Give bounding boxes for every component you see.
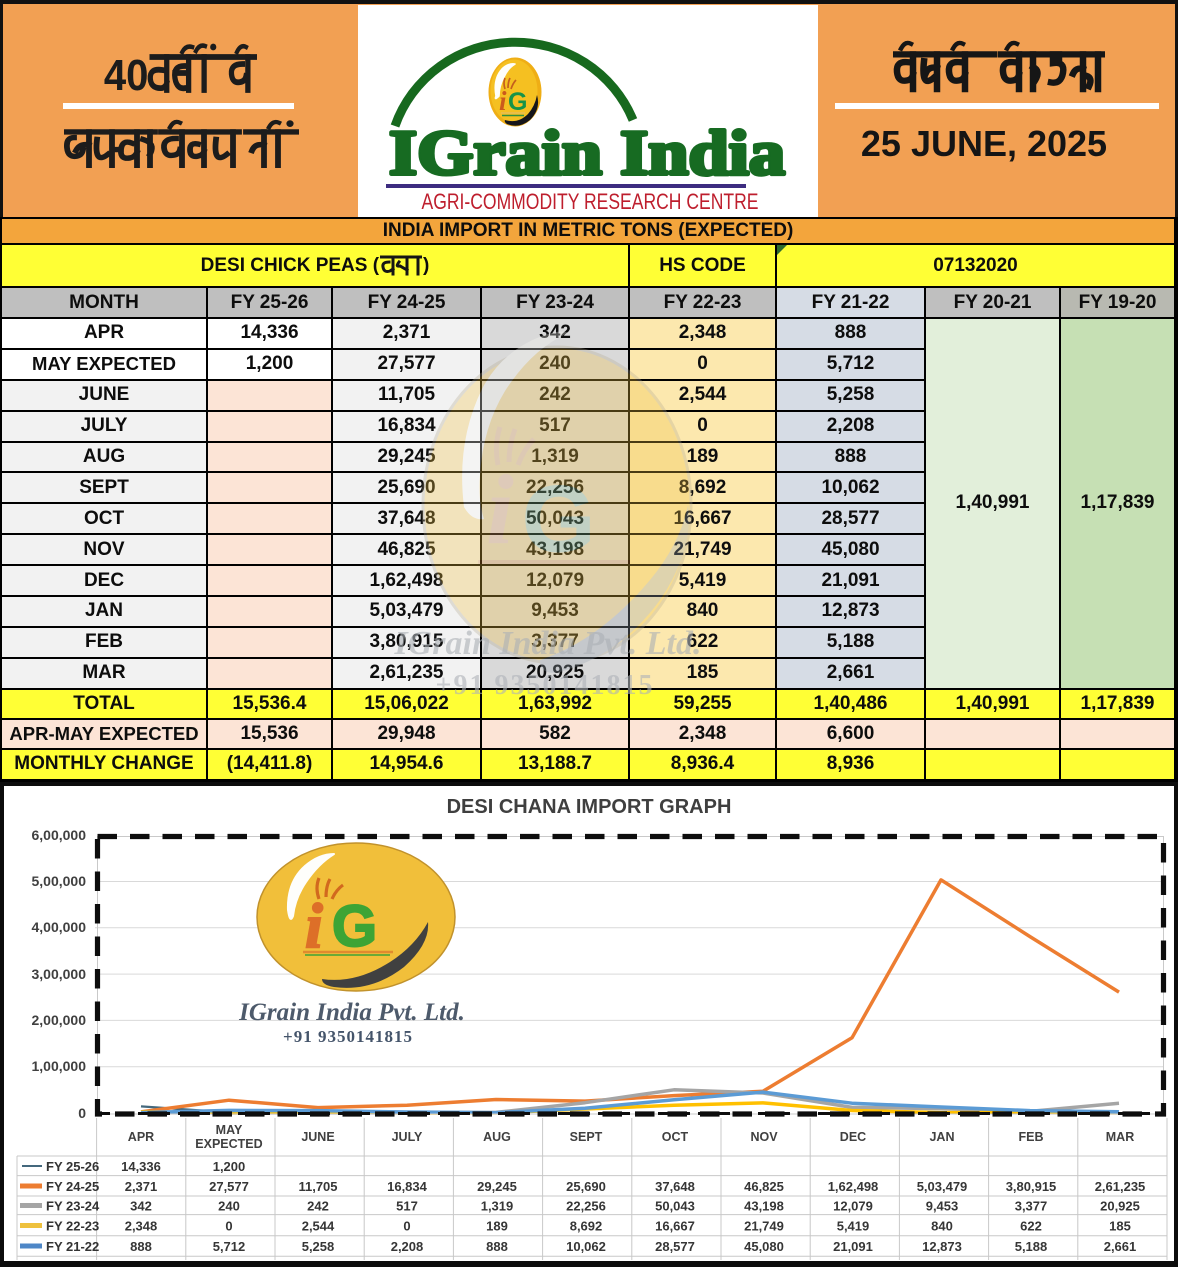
svg-text:20,925: 20,925 <box>1100 1199 1140 1214</box>
svg-text:45,080: 45,080 <box>744 1239 784 1254</box>
svg-text:1,00,000: 1,00,000 <box>32 1058 87 1074</box>
svg-text:FY 24-25: FY 24-25 <box>46 1179 99 1194</box>
svg-text:2,61,235: 2,61,235 <box>1095 1179 1146 1194</box>
svg-text:40: 40 <box>104 50 149 98</box>
svg-text:JULY: JULY <box>392 1130 423 1144</box>
svg-text:APR: APR <box>128 1130 154 1144</box>
svg-text:11,705: 11,705 <box>298 1179 337 1194</box>
svg-text:14,336: 14,336 <box>121 1159 161 1174</box>
svg-text:IGrain India: IGrain India <box>389 117 785 188</box>
svg-text:G: G <box>508 88 527 116</box>
svg-text:AUG: AUG <box>483 1130 511 1144</box>
svg-text:OCT: OCT <box>662 1130 689 1144</box>
svg-text:1,200: 1,200 <box>213 1159 246 1174</box>
svg-text:9,453: 9,453 <box>926 1199 959 1214</box>
svg-text:MAY: MAY <box>216 1123 243 1137</box>
svg-text:SEPT: SEPT <box>570 1130 603 1144</box>
svg-text:i: i <box>305 890 323 961</box>
svg-text:4,00,000: 4,00,000 <box>32 919 87 935</box>
svg-text:FY 25-26: FY 25-26 <box>46 1159 99 1174</box>
svg-text:46,825: 46,825 <box>744 1179 784 1194</box>
svg-text:43,198: 43,198 <box>744 1199 784 1214</box>
svg-text:AGRI-COMMODITY RESEARCH CENTRE: AGRI-COMMODITY RESEARCH CENTRE <box>422 189 759 214</box>
svg-text:242: 242 <box>307 1199 329 1214</box>
svg-text:NOV: NOV <box>750 1130 778 1144</box>
svg-text:240: 240 <box>218 1199 240 1214</box>
svg-text:2,208: 2,208 <box>391 1239 424 1254</box>
svg-text:840: 840 <box>931 1219 953 1234</box>
svg-text:21,749: 21,749 <box>744 1219 784 1234</box>
svg-text:27,577: 27,577 <box>209 1179 249 1194</box>
svg-text:37,648: 37,648 <box>655 1179 695 1194</box>
svg-text:517: 517 <box>396 1199 418 1214</box>
svg-text:189: 189 <box>486 1219 508 1234</box>
svg-text:FY 21-22: FY 21-22 <box>46 1239 99 1254</box>
svg-text:3,80,915: 3,80,915 <box>1006 1179 1057 1194</box>
svg-text:12,079: 12,079 <box>833 1199 873 1214</box>
svg-text:EXPECTED: EXPECTED <box>195 1137 262 1151</box>
svg-text:FY 23-24: FY 23-24 <box>46 1199 100 1214</box>
svg-text:16,834: 16,834 <box>387 1179 428 1194</box>
svg-text:1,319: 1,319 <box>481 1199 514 1214</box>
svg-text:2,544: 2,544 <box>302 1219 335 1234</box>
svg-text:6,00,000: 6,00,000 <box>32 827 87 843</box>
svg-text:888: 888 <box>486 1239 508 1254</box>
svg-text:0: 0 <box>403 1219 410 1234</box>
svg-text:2,00,000: 2,00,000 <box>32 1012 87 1028</box>
svg-text:22,256: 22,256 <box>566 1199 606 1214</box>
svg-text:2,371: 2,371 <box>125 1179 158 1194</box>
svg-text:5,419: 5,419 <box>837 1219 870 1234</box>
svg-text:2,348: 2,348 <box>125 1219 158 1234</box>
svg-text:342: 342 <box>130 1199 152 1214</box>
svg-text:0: 0 <box>78 1105 86 1121</box>
svg-text:5,712: 5,712 <box>213 1239 246 1254</box>
svg-text:JAN: JAN <box>929 1130 954 1144</box>
svg-text:MAR: MAR <box>1106 1130 1134 1144</box>
svg-text:25,690: 25,690 <box>566 1179 606 1194</box>
svg-text:DEC: DEC <box>840 1130 866 1144</box>
svg-text:2,661: 2,661 <box>1104 1239 1137 1254</box>
svg-text:622: 622 <box>1020 1219 1042 1234</box>
svg-text:FEB: FEB <box>1019 1130 1044 1144</box>
svg-text:8,692: 8,692 <box>570 1219 603 1234</box>
svg-text:28,577: 28,577 <box>655 1239 695 1254</box>
svg-text:IGrain India Pvt. Ltd.: IGrain India Pvt. Ltd. <box>238 999 465 1026</box>
svg-text:5,00,000: 5,00,000 <box>32 873 87 889</box>
svg-text:G: G <box>332 894 377 959</box>
svg-text:3,377: 3,377 <box>1015 1199 1048 1214</box>
svg-text:185: 185 <box>1109 1219 1131 1234</box>
svg-text:1,62,498: 1,62,498 <box>828 1179 879 1194</box>
svg-text:50,043: 50,043 <box>655 1199 695 1214</box>
svg-text:5,188: 5,188 <box>1015 1239 1048 1254</box>
svg-text:12,873: 12,873 <box>922 1239 962 1254</box>
svg-text:29,245: 29,245 <box>477 1179 517 1194</box>
svg-text:5,03,479: 5,03,479 <box>917 1179 968 1194</box>
svg-text:888: 888 <box>130 1239 152 1254</box>
svg-text:+91 9350141815: +91 9350141815 <box>283 1027 413 1046</box>
svg-text:JUNE: JUNE <box>301 1130 334 1144</box>
svg-text:i: i <box>499 86 507 116</box>
svg-text:5,258: 5,258 <box>302 1239 335 1254</box>
svg-text:3,00,000: 3,00,000 <box>32 966 87 982</box>
svg-text:10,062: 10,062 <box>566 1239 606 1254</box>
svg-text:21,091: 21,091 <box>833 1239 873 1254</box>
svg-text:FY 22-23: FY 22-23 <box>46 1219 99 1234</box>
svg-text:0: 0 <box>225 1219 232 1234</box>
svg-text:16,667: 16,667 <box>655 1219 695 1234</box>
